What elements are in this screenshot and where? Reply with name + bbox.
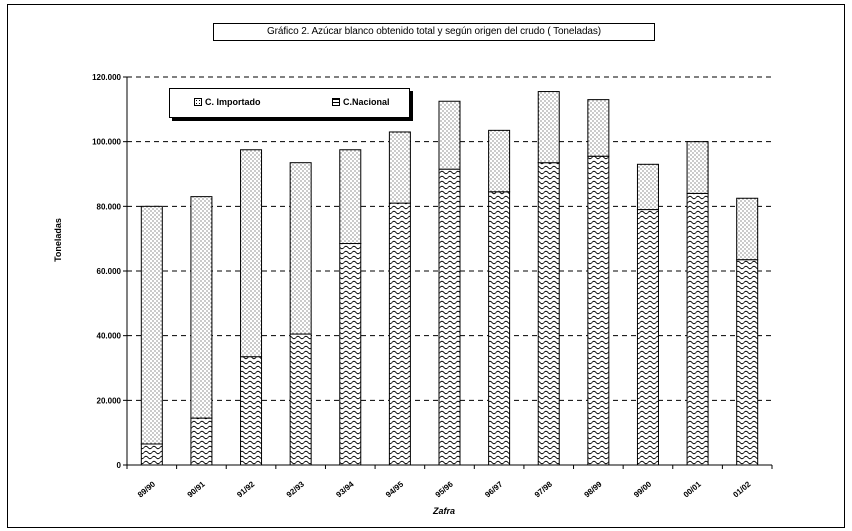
x-tick-label: 89/90 xyxy=(136,479,158,499)
x-tick-label: 93/94 xyxy=(334,479,356,499)
bar-segment-national xyxy=(339,243,362,466)
bar-segment-imported xyxy=(240,149,263,358)
bar-segment-national xyxy=(438,168,461,466)
bar-segment-national xyxy=(240,356,263,466)
chart-frame xyxy=(7,4,845,528)
bar-segment-imported xyxy=(686,141,709,194)
y-tick-label: 100.000 xyxy=(92,138,121,147)
legend: C. Importado C.Nacional xyxy=(169,88,410,118)
y-tick-label: 40.000 xyxy=(97,332,122,341)
y-tick-label: 0 xyxy=(117,461,122,470)
bar-segment-imported xyxy=(140,205,163,445)
y-tick-label: 60.000 xyxy=(97,267,122,276)
bar-segment-national xyxy=(388,202,411,466)
x-tick-label: 97/98 xyxy=(533,479,555,499)
y-tick-label: 120.000 xyxy=(92,73,121,82)
bar-segment-imported xyxy=(438,100,461,170)
bar-segment-imported xyxy=(190,196,213,419)
bar-segment-national xyxy=(686,192,709,466)
x-tick-label: 94/95 xyxy=(384,479,406,499)
x-tick-label: 92/93 xyxy=(285,479,307,499)
legend-label-imported: C. Importado xyxy=(205,97,261,107)
x-tick-label: 90/91 xyxy=(186,479,208,499)
bar-segment-national xyxy=(736,259,759,466)
bar-segment-imported xyxy=(339,149,362,245)
bar-segment-national xyxy=(587,155,610,466)
legend-swatch-imported xyxy=(194,98,202,106)
y-tick-label: 20.000 xyxy=(97,396,122,405)
x-tick-label: 95/96 xyxy=(434,479,456,499)
x-axis-label: Zafra xyxy=(432,506,456,516)
x-tick-label: 00/01 xyxy=(682,479,704,499)
legend-item-national: C.Nacional xyxy=(332,97,390,107)
bar-segment-national xyxy=(140,443,163,466)
bar-segment-imported xyxy=(736,197,759,261)
y-tick-label: 80.000 xyxy=(97,202,122,211)
bar-segment-imported xyxy=(488,129,511,193)
legend-item-imported: C. Importado xyxy=(194,97,261,107)
x-tick-label: 01/02 xyxy=(731,479,753,499)
bar-segment-national xyxy=(636,209,659,466)
bar-segment-imported xyxy=(537,91,560,164)
legend-swatch-national xyxy=(332,98,340,106)
bar-segment-imported xyxy=(289,162,312,335)
bar-segment-imported xyxy=(587,99,610,157)
bar-segment-national xyxy=(190,417,213,466)
y-axis-label: Toneladas xyxy=(53,218,63,262)
bar-segment-national xyxy=(537,162,560,466)
legend-label-national: C.Nacional xyxy=(343,97,390,107)
chart-title: Gráfico 2. Azúcar blanco obtenido total … xyxy=(213,23,655,41)
x-tick-label: 98/99 xyxy=(583,479,605,499)
x-tick-label: 96/97 xyxy=(483,479,505,499)
bar-segment-national xyxy=(289,333,312,466)
x-tick-label: 99/00 xyxy=(632,479,654,499)
bar-segment-imported xyxy=(636,163,659,211)
bar-segment-national xyxy=(488,191,511,466)
x-tick-label: 91/92 xyxy=(235,479,257,499)
bar-segment-imported xyxy=(388,131,411,204)
